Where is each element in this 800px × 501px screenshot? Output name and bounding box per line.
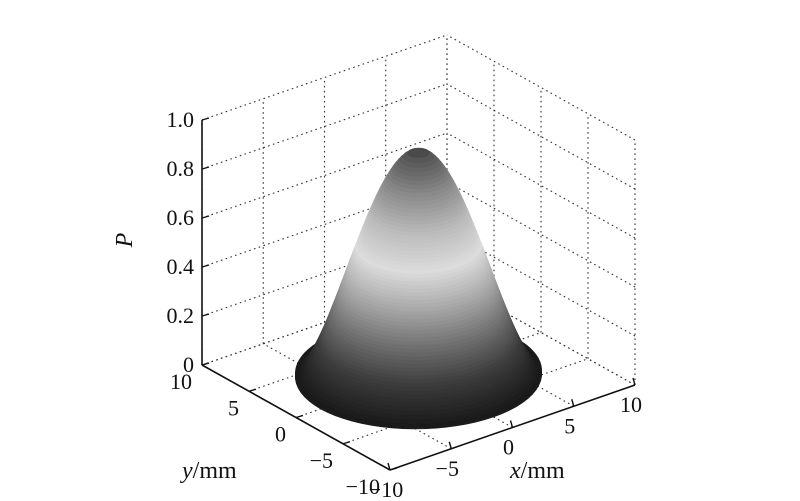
y-tick-label: 5 (228, 395, 239, 420)
x-tick-mark (632, 377, 636, 386)
x-tick-mark (509, 420, 514, 428)
y-axis-label: y/mm (180, 458, 237, 484)
z-tick-label: 1.0 (167, 107, 195, 132)
x-tick-label: −10 (369, 477, 403, 501)
z-tick-mark (201, 117, 210, 121)
y-tick-mark (342, 441, 351, 445)
surface-cap (407, 148, 430, 158)
grid-line (262, 343, 452, 450)
z-tick-mark (201, 264, 210, 268)
grid-line (446, 83, 636, 190)
z-axis-label: P (112, 232, 138, 248)
y-tick-label: 10 (170, 369, 192, 394)
surface-mesh (295, 147, 542, 430)
grid-line (446, 181, 636, 288)
z-tick-label: 0 (183, 352, 194, 377)
tick-labels: 0 0.2 0.4 0.6 0.8 1.0 −10 −5 0 5 10 −10 −5 0 5 10 (167, 107, 643, 501)
grid-line (446, 279, 636, 386)
z-tick-mark (201, 166, 210, 170)
z-tick-label: 0.2 (167, 303, 195, 328)
z-tick-label: 0.8 (167, 156, 195, 181)
y-tick-mark (295, 414, 304, 419)
grid-line (385, 300, 575, 407)
y-tick-mark (248, 388, 257, 392)
x-axis-label: x/mm (509, 458, 565, 484)
x-tick-label: −5 (436, 456, 459, 481)
x-tick-mark (387, 462, 391, 471)
x-tick-label: 5 (564, 413, 575, 438)
axis-lines (201, 117, 636, 471)
grid-line (201, 34, 448, 121)
x-tick-label: 10 (620, 392, 642, 417)
grid-line (342, 358, 589, 445)
x-tick-label: 0 (503, 435, 514, 460)
x-tick-mark (448, 441, 452, 449)
z-tick-label: 0.6 (167, 205, 195, 230)
y-tick-mark (201, 362, 210, 366)
y-tick-label: 0 (275, 422, 286, 447)
y-tick-mark (389, 467, 398, 471)
z-tick-mark (201, 313, 210, 317)
z-tick-label: 0.4 (167, 254, 195, 279)
grid-line (201, 83, 448, 170)
grid-line (446, 230, 636, 337)
grid-line (446, 34, 636, 141)
y-tick-label: −5 (310, 448, 333, 473)
z-tick-mark (201, 215, 210, 219)
x-tick-mark (571, 399, 575, 407)
grid-line (446, 132, 636, 239)
grid-line (201, 132, 448, 219)
y-tick-label: −10 (346, 474, 380, 499)
